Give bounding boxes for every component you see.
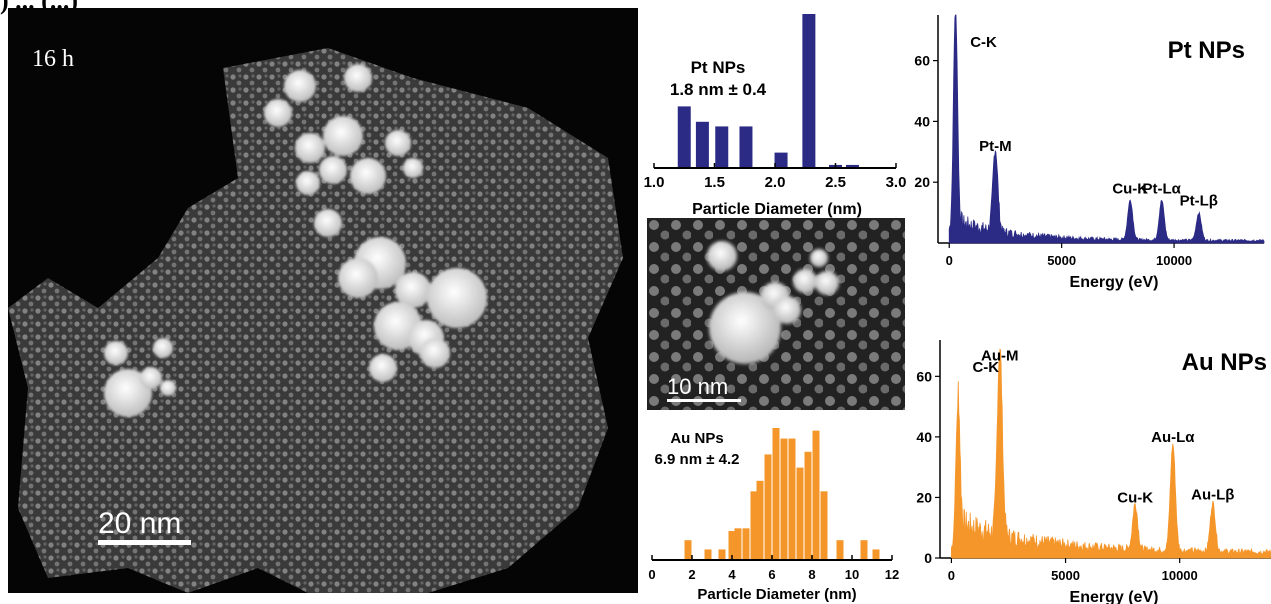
au-hist-bar-3: [728, 530, 736, 560]
au-hist-bar-13: [804, 451, 812, 560]
au-eds-peak-label-0: C-K: [972, 359, 999, 376]
au-hist-bar-7: [756, 480, 764, 560]
au-hist-subtitle: 6.9 nm ± 4.2: [655, 451, 740, 468]
au-hist-bar-15: [820, 491, 828, 560]
au-hist-bar-0: [684, 540, 692, 560]
au-eds-spectrum: [950, 348, 1271, 559]
pt-hist-tick-label-2: 2.0: [765, 174, 786, 191]
pt-eds-ytick-label-2: 60: [914, 53, 930, 69]
pt-hist-xlabel: Particle Diameter (nm): [692, 201, 862, 218]
sem-inset-image: 10 nm: [647, 218, 905, 410]
main-scale-bar: [98, 540, 191, 545]
au-eds-xtick-label-2: 10000: [1162, 568, 1198, 583]
au-eds-xtick-label-0: 0: [948, 568, 955, 583]
pt-hist-bar-1: [695, 121, 709, 168]
au-hist-xlabel: Particle Diameter (nm): [697, 586, 856, 603]
pt-hist-subtitle: 1.8 nm ± 0.4: [670, 80, 767, 99]
au-hist-bar-10: [780, 438, 788, 560]
au-hist-bar-11: [788, 438, 796, 560]
au-hist-tick-label-3: 6: [768, 567, 775, 582]
pt-hist-tick-label-4: 3.0: [886, 174, 907, 191]
pt-hist-title: Pt NPs: [691, 58, 746, 77]
pt-eds-xtick-label-0: 0: [946, 253, 953, 268]
pt-hist-bar-0: [677, 106, 691, 168]
pt-hist-bar-2: [715, 126, 729, 168]
header-fragment: ) ... (...): [0, 0, 78, 15]
au-eds-peak-label-1: Au-M: [981, 347, 1019, 364]
au-eds-peak-label-4: Au-Lβ: [1191, 487, 1234, 504]
au-hist-bar-14: [812, 430, 820, 560]
au-eds-title: Au NPs: [1182, 349, 1267, 376]
pt-eds-xtick-label-1: 5000: [1047, 253, 1076, 268]
au-size-histogram: 0 2 4 6 8 10 12 Au NPs 6.9 nm ± 4.2 Particle D…: [648, 428, 899, 603]
au-eds-ytick-label-3: 60: [916, 368, 932, 384]
pt-eds-peak-label-3: Pt-Lα: [1143, 180, 1182, 197]
au-hist-bar-4: [734, 528, 742, 560]
pt-eds-peak-label-0: C-K: [970, 34, 997, 51]
au-hist-tick-label-1: 2: [688, 567, 695, 582]
au-eds-peak-label-2: Cu-K: [1117, 490, 1153, 507]
inset-scale-bar-label: 10 nm: [667, 374, 728, 399]
au-eds-xtick-label-1: 5000: [1051, 568, 1080, 583]
au-eds-xlabel: Energy (eV): [1070, 589, 1159, 604]
main-scale-bar-label: 20 nm: [98, 507, 181, 540]
pt-eds-title: Pt NPs: [1168, 37, 1245, 64]
large-particles: [104, 64, 487, 417]
pt-eds-ytick-label-0: 20: [914, 174, 930, 190]
pt-eds-xlabel: Energy (eV): [1070, 274, 1159, 291]
au-hist-tick-label-4: 8: [808, 567, 815, 582]
au-hist-bar-6: [750, 491, 758, 560]
pt-eds-xtick-label-2: 10000: [1156, 253, 1192, 268]
pt-hist-bar-5: [802, 14, 816, 168]
pt-hist-tick-label-1: 1.5: [704, 174, 725, 191]
au-hist-bar-2: [718, 549, 726, 560]
au-hist-bar-16: [836, 540, 844, 560]
pt-eds-spectrum: [948, 14, 1265, 244]
pt-eds-peak-label-1: Pt-M: [979, 138, 1012, 155]
pt-eds-peak-label-4: Pt-Lβ: [1180, 193, 1218, 210]
pt-hist-bar-7: [845, 164, 859, 168]
au-eds-peak-label-3: Au-Lα: [1151, 429, 1195, 446]
au-hist-bar-8: [764, 454, 772, 560]
au-eds-ytick-label-2: 40: [916, 429, 932, 445]
au-hist-title: Au NPs: [670, 430, 723, 447]
time-label: 16 h: [32, 46, 74, 72]
au-hist-tick-label-2: 4: [728, 567, 736, 582]
au-hist-bar-12: [796, 467, 804, 560]
pt-hist-bar-4: [774, 152, 788, 168]
pt-eds-ytick-label-1: 40: [914, 113, 930, 129]
au-hist-tick-label-6: 12: [885, 567, 899, 582]
sem-main-image: 16 h 20 nm: [8, 8, 638, 593]
pt-hist-tick-label-0: 1.0: [644, 174, 665, 191]
pt-hist-bar-3: [739, 126, 753, 168]
au-hist-bar-9: [772, 428, 780, 560]
au-hist-bar-18: [872, 549, 880, 560]
au-hist-bar-5: [742, 528, 750, 560]
au-hist-bar-17: [860, 540, 868, 560]
au-hist-tick-label-0: 0: [648, 567, 655, 582]
pt-size-histogram: 1.0 1.5 2.0 2.5 3.0 Pt NPs 1.8 nm ± 0.4 Part…: [644, 14, 907, 218]
au-eds-spectrum: 0 5000 10000 0 20 40 60 C-KAu-M Cu-K Au-Lα Au-Lβ A…: [916, 340, 1271, 604]
au-hist-tick-label-5: 10: [845, 567, 859, 582]
pt-hist-tick-label-3: 2.5: [825, 174, 846, 191]
inset-scale-bar: [667, 399, 741, 402]
au-eds-ytick-label-1: 20: [916, 489, 932, 505]
pt-eds-peak-label-2: Cu-K: [1112, 180, 1148, 197]
au-eds-ytick-label-0: 0: [924, 550, 932, 566]
au-hist-bar-1: [704, 549, 712, 560]
